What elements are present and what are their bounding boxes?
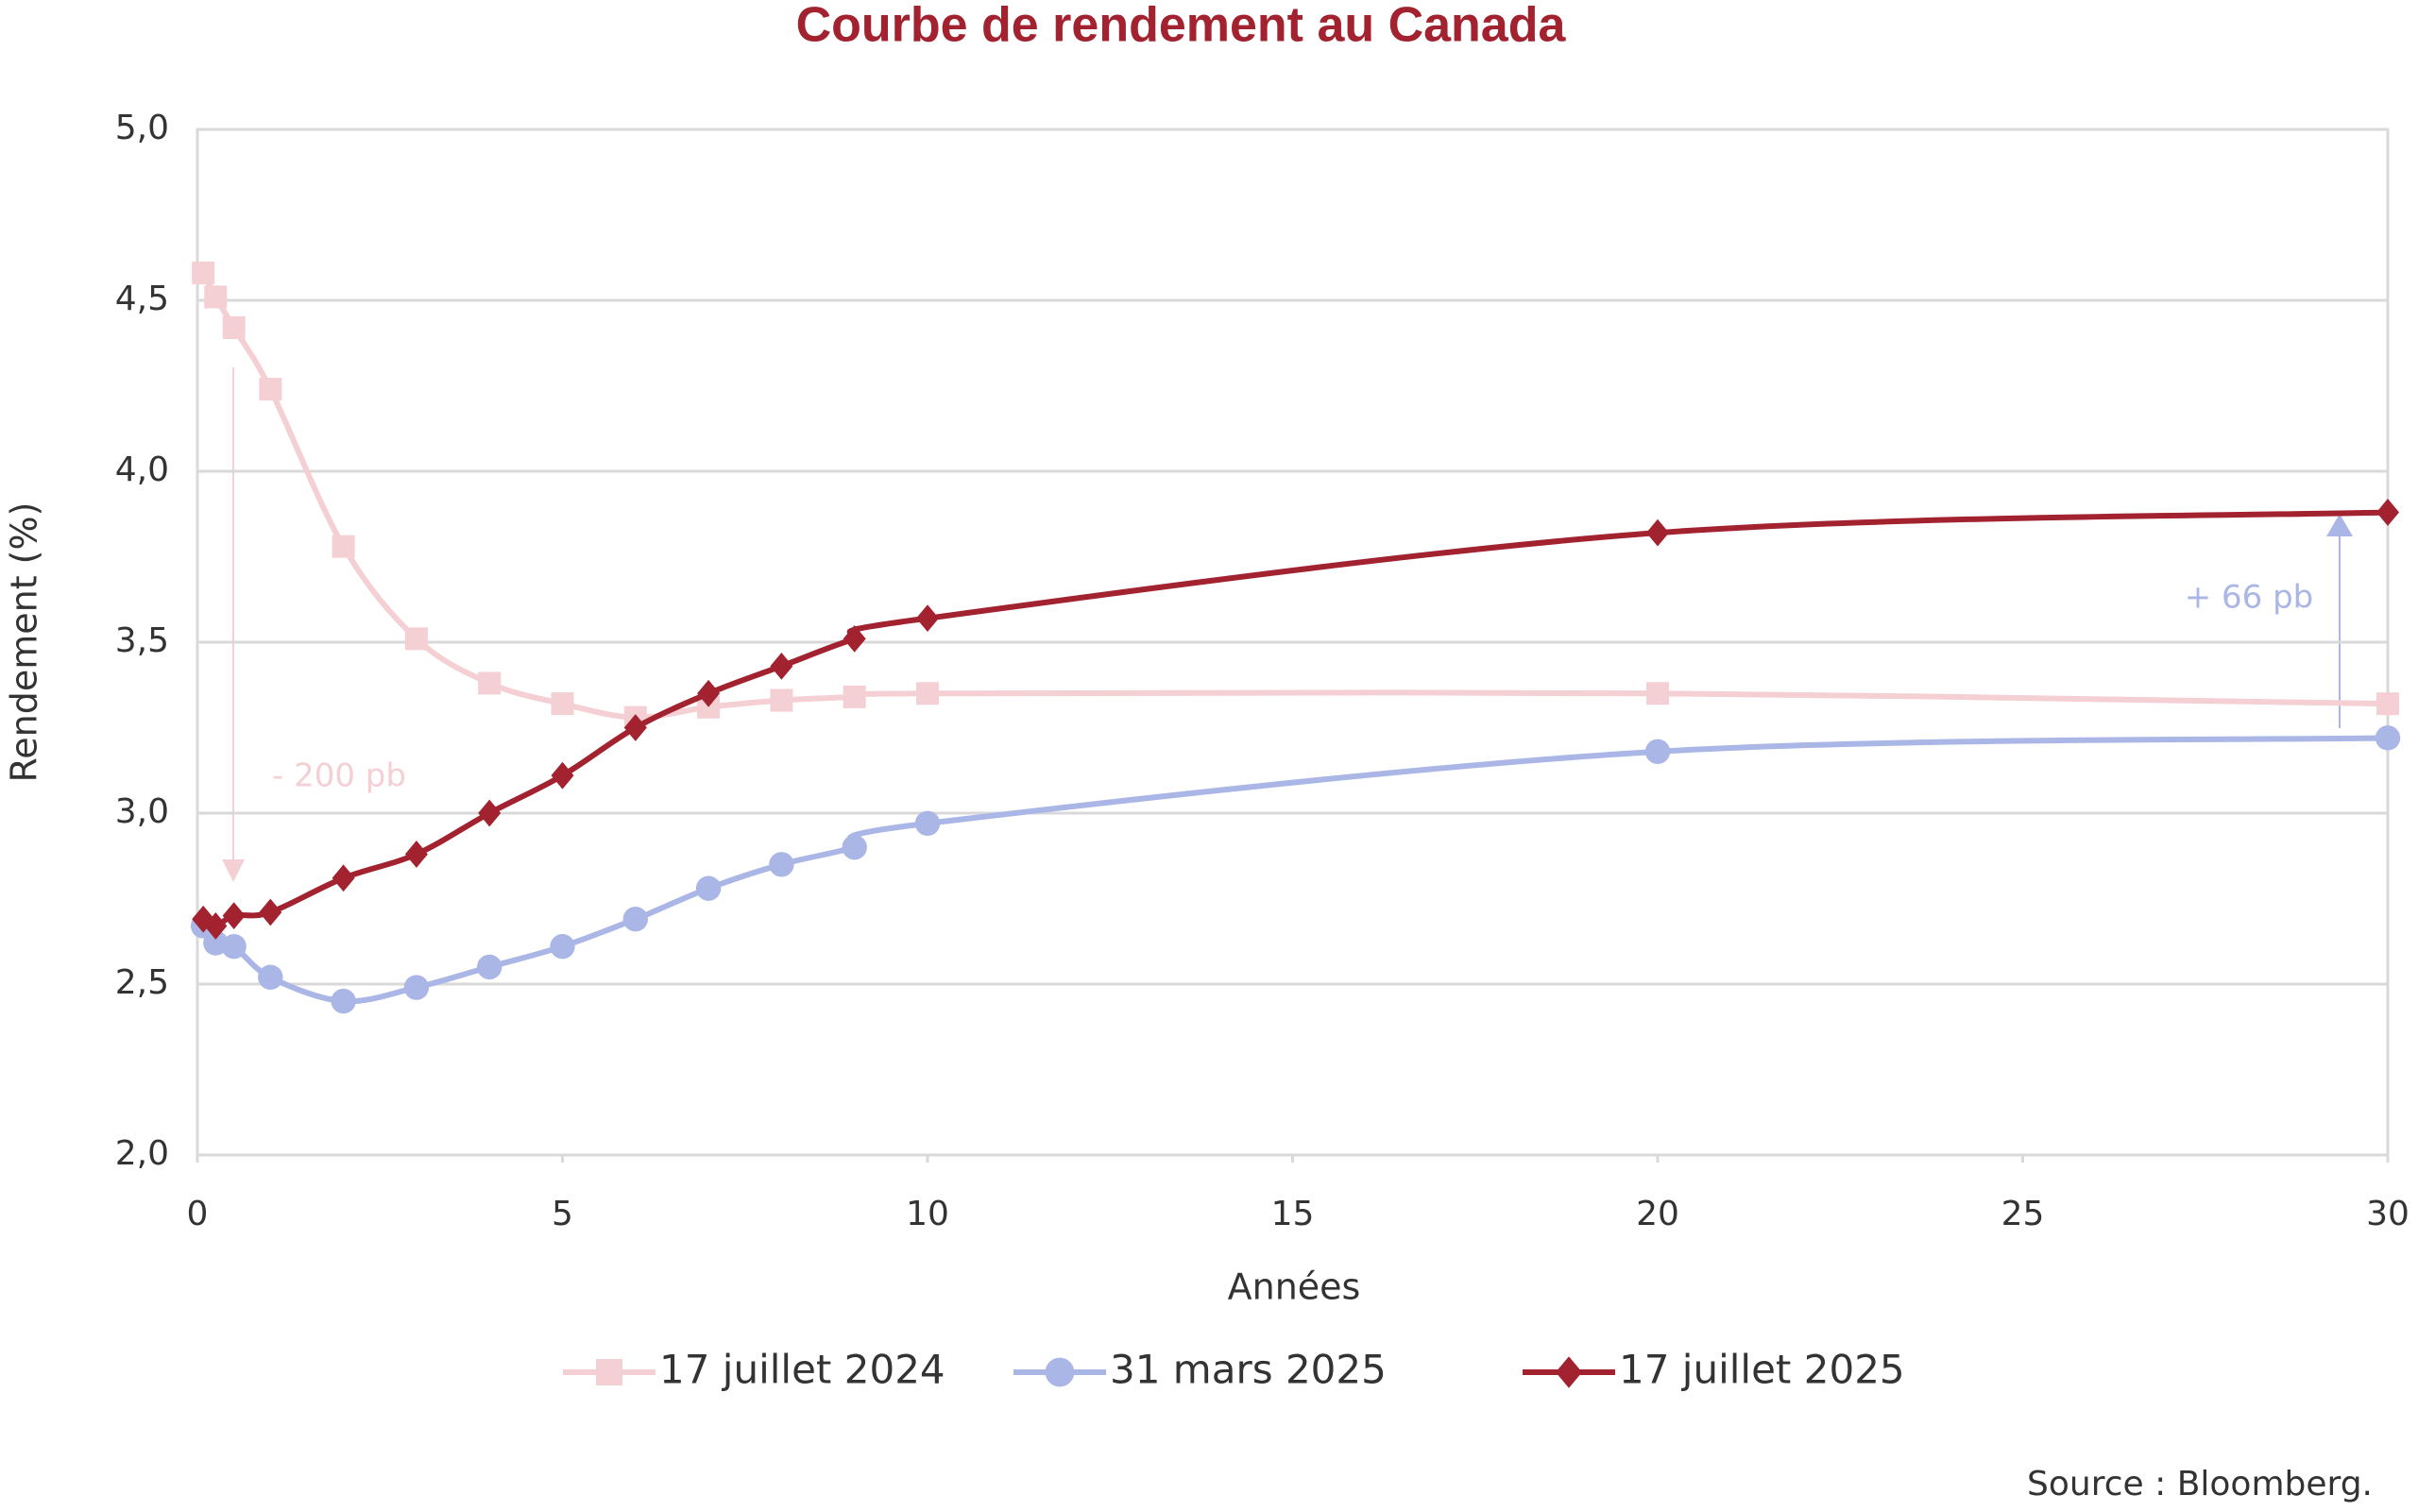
legend-marker — [1045, 1357, 1075, 1387]
data-point — [404, 627, 428, 651]
data-point — [914, 810, 941, 837]
y-tick-label: 4,5 — [115, 280, 169, 318]
legend-label: 17 juillet 2024 — [659, 1347, 945, 1393]
data-point — [204, 912, 228, 940]
legend-marker — [1556, 1356, 1582, 1388]
x-tick-label: 30 — [2366, 1195, 2409, 1233]
data-point — [332, 535, 355, 558]
arrow-head — [222, 859, 245, 882]
data-point — [1646, 682, 1669, 705]
y-tick-label: 3,5 — [115, 621, 169, 660]
legend-marker — [596, 1359, 622, 1385]
data-point — [622, 907, 648, 932]
data-point — [192, 262, 215, 285]
data-point — [2376, 692, 2399, 716]
y-tick-label: 2,0 — [115, 1134, 169, 1173]
x-tick-label: 20 — [1636, 1195, 1679, 1233]
x-axis-label: Années — [1228, 1266, 1361, 1308]
series-line — [200, 735, 2389, 1005]
data-point — [770, 652, 793, 680]
data-point — [843, 685, 866, 708]
data-point — [332, 864, 355, 892]
data-point — [916, 604, 939, 633]
series-line — [201, 509, 2389, 929]
y-tick-label: 3,0 — [115, 792, 169, 831]
series-line — [200, 271, 2389, 721]
legend-label: 31 mars 2025 — [1110, 1347, 1387, 1393]
y-tick-label: 2,5 — [115, 963, 169, 1002]
data-point — [259, 898, 282, 926]
data-point — [1646, 518, 1669, 547]
data-point — [842, 835, 867, 860]
x-tick-label: 25 — [2001, 1195, 2045, 1233]
data-point — [695, 875, 722, 901]
data-point — [769, 852, 794, 877]
x-tick-label: 0 — [187, 1195, 209, 1233]
data-point — [770, 688, 793, 712]
x-tick-label: 5 — [552, 1195, 573, 1233]
data-point — [403, 975, 430, 1000]
data-point — [551, 761, 574, 790]
data-point — [697, 679, 721, 707]
y-tick-label: 5,0 — [115, 109, 169, 147]
annotation: - 200 pb — [272, 757, 406, 795]
data-point — [204, 285, 228, 309]
source: Source : Bloomberg. — [2027, 1465, 2373, 1504]
chart-title: Courbe de rendement au Canada — [796, 0, 1567, 53]
data-point — [477, 954, 502, 980]
data-point — [843, 624, 866, 653]
data-point — [478, 671, 502, 695]
data-point — [551, 692, 574, 716]
annotation: + 66 pb — [2185, 579, 2314, 617]
data-point — [2376, 499, 2399, 526]
arrow-head — [2326, 514, 2353, 536]
data-point — [259, 378, 282, 401]
data-point — [331, 988, 356, 1014]
data-point — [550, 933, 575, 960]
y-axis-label: Rendement (%) — [4, 502, 45, 783]
data-point — [221, 933, 247, 960]
legend-label: 17 juillet 2025 — [1619, 1347, 1905, 1393]
data-point — [222, 902, 246, 929]
data-point — [478, 799, 502, 827]
data-point — [258, 964, 283, 990]
data-point — [916, 682, 939, 705]
data-point — [623, 714, 647, 741]
data-point — [1644, 739, 1671, 765]
data-point — [404, 841, 428, 868]
data-point — [2375, 725, 2401, 751]
y-tick-label: 4,0 — [115, 450, 169, 489]
data-point — [222, 315, 246, 339]
x-tick-label: 10 — [906, 1195, 949, 1233]
x-tick-label: 15 — [1271, 1195, 1315, 1233]
